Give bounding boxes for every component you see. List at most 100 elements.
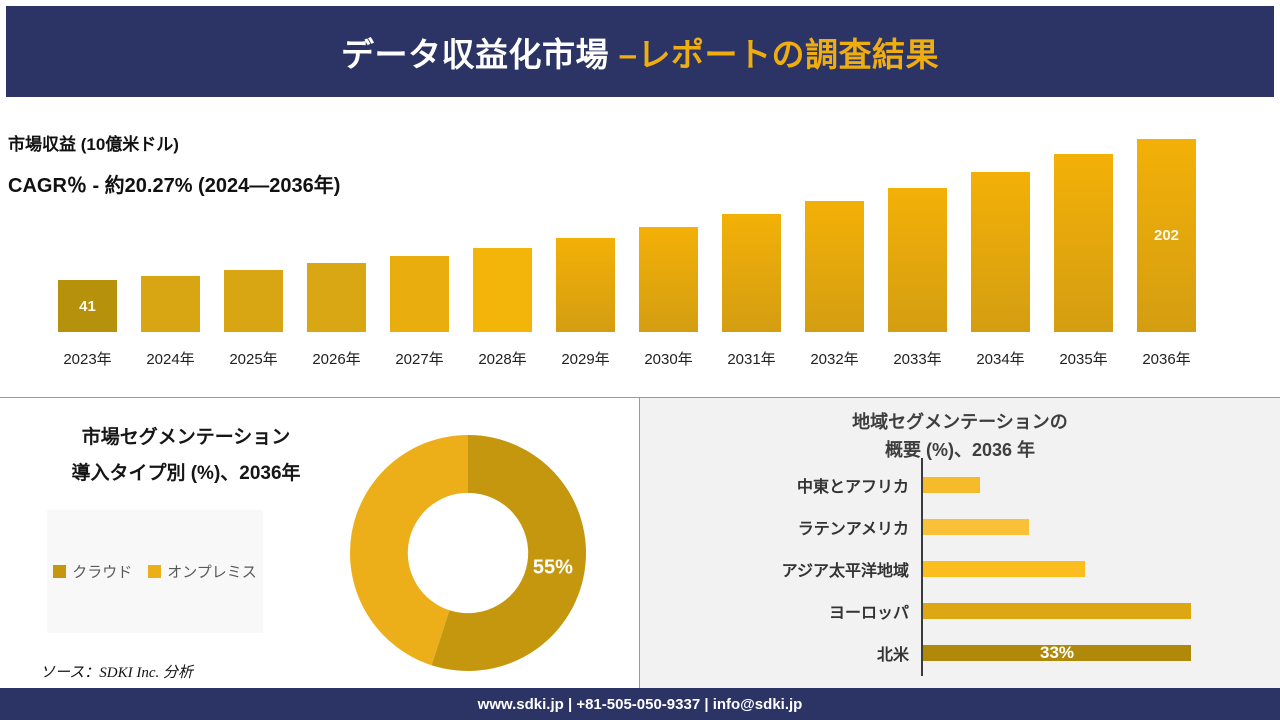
deployment-chart-title: 市場セグメンテーション 導入タイプ別 (%)、2036年 xyxy=(14,420,358,492)
regional-bar-row: 中東とアフリカ xyxy=(640,464,1280,506)
revenue-x-axis-label: 2024年 xyxy=(146,351,195,368)
regional-title-line1: 地域セグメンテーションの xyxy=(852,412,1068,432)
revenue-bar xyxy=(888,188,947,332)
deployment-panel: 市場セグメンテーション 導入タイプ別 (%)、2036年 クラウド オンプレミス … xyxy=(0,398,640,688)
legend-label: オンプレミス xyxy=(167,564,257,581)
legend-item: オンプレミス xyxy=(148,561,257,582)
revenue-bar-column: 2025年 xyxy=(212,139,295,369)
revenue-x-axis-label: 2033年 xyxy=(893,351,942,368)
footer-contact-text: www.sdki.jp | +81-505-050-9337 | info@sd… xyxy=(477,695,803,713)
revenue-x-axis-label: 2026年 xyxy=(312,351,361,368)
regional-bar-track: 33% xyxy=(923,632,1280,674)
revenue-bar xyxy=(639,227,698,332)
revenue-x-axis-label: 2025年 xyxy=(229,351,278,368)
regional-bar-track xyxy=(923,506,1280,548)
regional-chart-title: 地域セグメンテーションの 概要 (%)、2036 年 xyxy=(640,408,1280,464)
revenue-bar-chart: 41 2023年 2024年 2025年 2026年 2027年 2028年 2029年 203… xyxy=(46,139,1208,369)
revenue-bar-column: 2035年 xyxy=(1042,139,1125,369)
donut-svg: 55% xyxy=(350,435,586,671)
revenue-bar-column: 2030年 xyxy=(627,139,710,369)
regional-bar-track xyxy=(923,590,1280,632)
revenue-x-axis-label: 2028年 xyxy=(478,351,527,368)
page-title-main: データ収益化市場 xyxy=(340,35,619,73)
regional-axis-line xyxy=(921,458,923,676)
donut-slice xyxy=(350,435,468,666)
revenue-chart-meta: 市場収益 (10億米ドル) CAGR％ - 約20.27% (2024―2036… xyxy=(8,130,340,198)
page-title-accent: –レポートの調査結果 xyxy=(618,35,940,73)
revenue-bar xyxy=(1054,154,1113,332)
donut-slice xyxy=(431,435,586,671)
regional-category-label: 中東とアフリカ xyxy=(796,479,909,496)
revenue-bar xyxy=(971,172,1030,332)
regional-bar xyxy=(923,477,980,493)
regional-bar-row: 北米 33% xyxy=(640,632,1280,674)
deployment-donut-chart: 55% xyxy=(347,432,589,674)
revenue-chart-cagr: CAGR％ - 約20.27% (2024―2036年) xyxy=(8,175,341,197)
deployment-legend: クラウド オンプレミス xyxy=(47,510,263,633)
footer-bar: www.sdki.jp | +81-505-050-9337 | info@sd… xyxy=(0,688,1280,720)
revenue-x-axis-label: 2034年 xyxy=(976,351,1025,368)
regional-category-label: 北米 xyxy=(876,647,909,664)
legend-label: クラウド xyxy=(72,564,133,581)
revenue-bar-column: 2033年 xyxy=(876,139,959,369)
regional-bar: 33% xyxy=(923,643,1191,662)
revenue-bar-column: 2031年 xyxy=(710,139,793,369)
revenue-x-axis-label: 2030年 xyxy=(644,351,693,368)
legend-swatch xyxy=(53,565,67,578)
revenue-bar-column: 2028年 xyxy=(461,139,544,369)
revenue-bar: 41 xyxy=(58,280,117,332)
revenue-bar xyxy=(307,263,366,332)
revenue-bar xyxy=(473,248,532,332)
revenue-bar-column: 202 2036年 xyxy=(1125,139,1208,369)
revenue-bar xyxy=(141,276,200,332)
revenue-bar-column: 2027年 xyxy=(378,139,461,369)
regional-bar xyxy=(923,561,1085,577)
donut-data-label: 55% xyxy=(533,556,573,578)
regional-bar-row: ラテンアメリカ xyxy=(640,506,1280,548)
revenue-bar: 202 xyxy=(1137,139,1196,332)
revenue-x-axis-label: 2029年 xyxy=(561,351,610,368)
regional-bar-chart: 中東とアフリカ ラテンアメリカアジア太平洋地域ヨーロッパ北米 33% xyxy=(640,458,1280,676)
bottom-section: 市場セグメンテーション 導入タイプ別 (%)、2036年 クラウド オンプレミス … xyxy=(0,397,1280,688)
revenue-bar-column: 2029年 xyxy=(544,139,627,369)
revenue-bar xyxy=(224,270,283,332)
regional-category-label: アジア太平洋地域 xyxy=(781,563,909,580)
revenue-x-axis-label: 2031年 xyxy=(727,351,776,368)
revenue-bar-data-label: 41 xyxy=(79,297,96,315)
regional-bar-row: ヨーロッパ xyxy=(640,590,1280,632)
revenue-x-axis-label: 2036年 xyxy=(1142,351,1191,368)
page-title: データ収益化市場 –レポートの調査結果 xyxy=(341,28,939,76)
regional-title-line2: 概要 (%)、2036 年 xyxy=(884,440,1036,460)
revenue-bar-column: 2032年 xyxy=(793,139,876,369)
revenue-bar-column: 2024年 xyxy=(129,139,212,369)
deployment-title-line2: 導入タイプ別 (%)、2036年 xyxy=(71,463,301,484)
regional-category-label: ラテンアメリカ xyxy=(797,521,909,538)
regional-category-label: ヨーロッパ xyxy=(828,605,909,622)
revenue-bar-column: 2026年 xyxy=(295,139,378,369)
revenue-x-axis-label: 2023年 xyxy=(63,351,112,368)
regional-bar-row: アジア太平洋地域 xyxy=(640,548,1280,590)
revenue-bar-column: 2034年 xyxy=(959,139,1042,369)
regional-bar-track xyxy=(923,464,1280,506)
revenue-x-axis-label: 2032年 xyxy=(810,351,859,368)
regional-bar-data-label: 33% xyxy=(1039,643,1075,662)
revenue-chart-title: 市場収益 (10億米ドル) xyxy=(8,135,179,154)
deployment-title-line1: 市場セグメンテーション xyxy=(81,427,291,448)
legend-item: クラウド xyxy=(53,561,132,582)
regional-bar xyxy=(923,519,1029,535)
revenue-bar-data-label: 202 xyxy=(1153,227,1180,244)
revenue-bar xyxy=(556,238,615,332)
header-banner: データ収益化市場 –レポートの調査結果 xyxy=(6,6,1274,97)
source-note: ソース：SDKI Inc. 分析 xyxy=(40,665,193,681)
regional-bar xyxy=(923,603,1191,619)
regional-bar-track xyxy=(923,548,1280,590)
regional-panel: 地域セグメンテーションの 概要 (%)、2036 年 中東とアフリカ ラテンアメリ… xyxy=(640,398,1280,688)
revenue-bar xyxy=(390,256,449,332)
revenue-x-axis-label: 2035年 xyxy=(1059,351,1108,368)
revenue-bar xyxy=(805,201,864,332)
legend-swatch xyxy=(148,565,162,578)
revenue-bar xyxy=(722,214,781,332)
revenue-x-axis-label: 2027年 xyxy=(395,351,444,368)
revenue-bar-column: 41 2023年 xyxy=(46,139,129,369)
